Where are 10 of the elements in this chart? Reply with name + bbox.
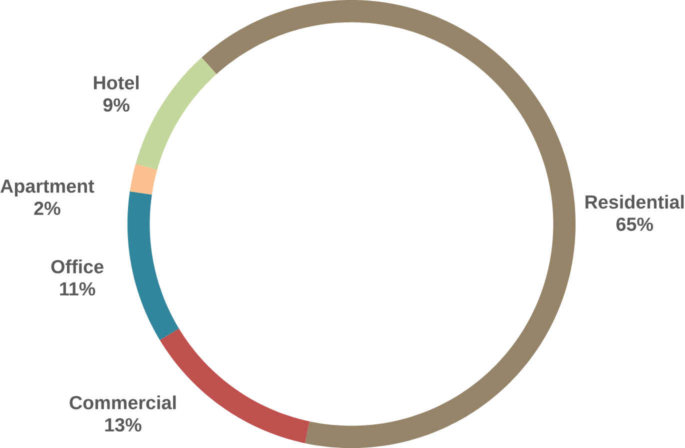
data-label: 2%	[34, 202, 60, 215]
slice-label: Commercial	[70, 395, 176, 410]
slice-label: Hotel	[94, 76, 139, 90]
data-label: 13%	[105, 418, 142, 432]
slice-label: Office	[51, 259, 104, 274]
data-label: 9%	[103, 98, 130, 112]
slice-label: Apartment	[0, 180, 94, 196]
data-label: 65%	[616, 218, 654, 231]
slice-label: Residential	[586, 194, 684, 209]
data-label: 11%	[60, 282, 96, 296]
